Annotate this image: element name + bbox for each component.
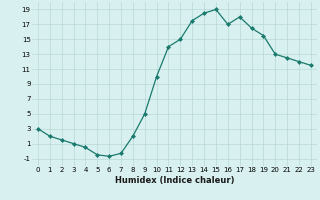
X-axis label: Humidex (Indice chaleur): Humidex (Indice chaleur) bbox=[115, 176, 234, 185]
